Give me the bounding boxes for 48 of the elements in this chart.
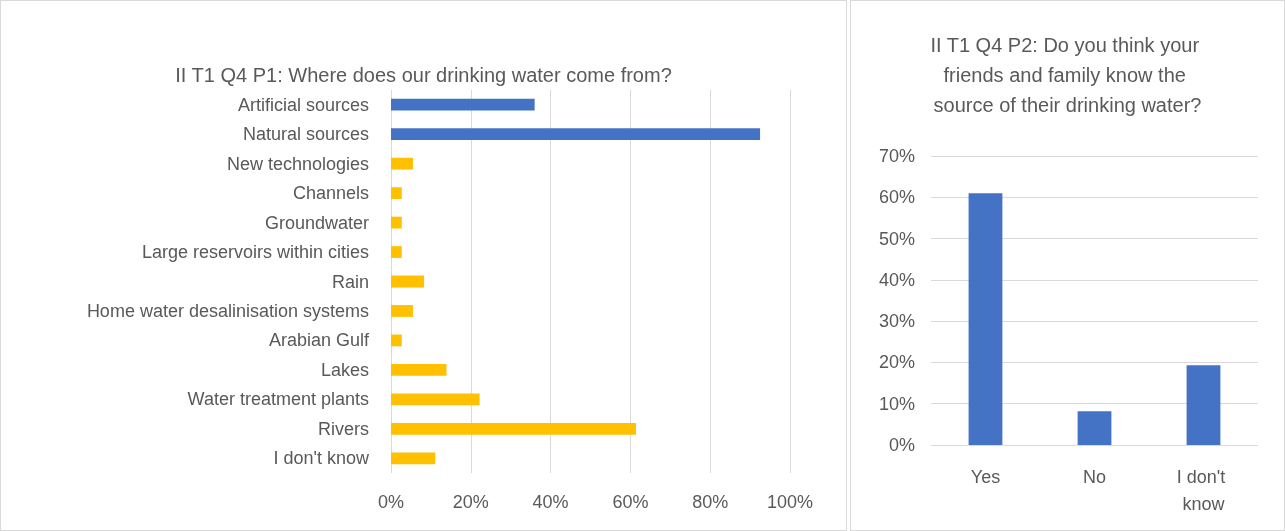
y-tick-label: Rivers (317, 418, 369, 439)
y-tick-label: I don't know (273, 448, 370, 469)
bar (391, 128, 761, 141)
y-tick-label: Home water desalinisation systems (86, 300, 369, 321)
bar (391, 393, 480, 406)
x-tick-label: 80% (692, 492, 729, 512)
x-tick-label: 20% (452, 492, 489, 512)
chart-title: II T1 Q4 P2: Do you think your friends and family know the source of their drinking water? (930, 34, 1205, 116)
y-tick-label: 70% (878, 146, 915, 166)
chart-title: II T1 Q4 P1: Where does our drinking water come from? (175, 64, 672, 86)
bar (391, 422, 636, 435)
x-tick-label: No (1082, 466, 1107, 487)
bar (391, 305, 413, 317)
bar (968, 193, 1003, 445)
y-tick-label: New technologies (226, 153, 369, 174)
y-tick-label: Large reservoirs within cities (141, 242, 369, 263)
y-tick-label: Rain (331, 271, 369, 292)
x-tick-label: 40% (532, 492, 569, 512)
y-tick-label: Groundwater (264, 212, 369, 233)
x-tick-label: 0% (377, 492, 405, 512)
bar (1186, 365, 1221, 445)
x-tick-label: 60% (612, 492, 649, 512)
y-tick-label: 0% (888, 435, 915, 455)
y-tick-label: Arabian Gulf (268, 330, 370, 351)
bar (391, 334, 402, 347)
y-tick-label: 30% (878, 311, 915, 332)
y-tick-label: 20% (878, 352, 915, 373)
y-tick-label: Artificial sources (237, 94, 369, 115)
y-tick-label: 40% (878, 269, 915, 290)
bar (391, 275, 425, 288)
bar (1077, 411, 1112, 445)
y-tick-label: Natural sources (242, 124, 369, 145)
bar (391, 157, 413, 170)
bar (391, 363, 447, 376)
bar (391, 246, 402, 258)
y-tick-label: Channels (292, 183, 369, 204)
y-tick-label: 50% (878, 228, 915, 249)
bar (391, 187, 402, 200)
bar (391, 452, 436, 465)
bar (391, 216, 402, 229)
bar (391, 98, 535, 111)
x-tick-label: I don't know (1176, 466, 1231, 514)
x-tick-label: Yes (970, 466, 1001, 487)
y-tick-label: 10% (878, 393, 915, 414)
y-tick-label: 60% (878, 187, 915, 208)
y-tick-label: Lakes (320, 359, 369, 380)
x-tick-label: 100% (766, 492, 814, 512)
y-tick-label: Water treatment plants (187, 389, 369, 410)
